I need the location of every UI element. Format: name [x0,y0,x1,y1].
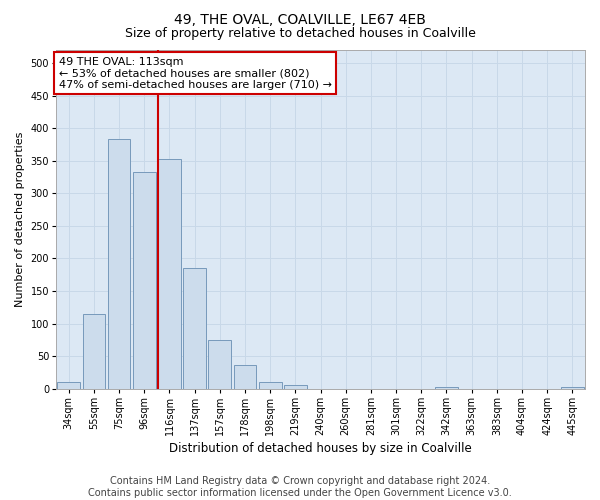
Bar [233,364,256,388]
Bar [184,268,206,388]
Bar [284,385,307,388]
Bar [561,387,584,388]
Bar [83,314,105,388]
Text: Contains HM Land Registry data © Crown copyright and database right 2024.
Contai: Contains HM Land Registry data © Crown c… [88,476,512,498]
Text: Size of property relative to detached houses in Coalville: Size of property relative to detached ho… [125,28,475,40]
Bar [259,382,281,388]
Text: 49 THE OVAL: 113sqm
← 53% of detached houses are smaller (802)
47% of semi-detac: 49 THE OVAL: 113sqm ← 53% of detached ho… [59,57,332,90]
Bar [108,139,130,388]
Bar [435,387,458,388]
Bar [58,382,80,388]
X-axis label: Distribution of detached houses by size in Coalville: Distribution of detached houses by size … [169,442,472,455]
Bar [133,172,155,388]
Y-axis label: Number of detached properties: Number of detached properties [15,132,25,307]
Bar [208,340,231,388]
Text: 49, THE OVAL, COALVILLE, LE67 4EB: 49, THE OVAL, COALVILLE, LE67 4EB [174,12,426,26]
Bar [158,159,181,388]
